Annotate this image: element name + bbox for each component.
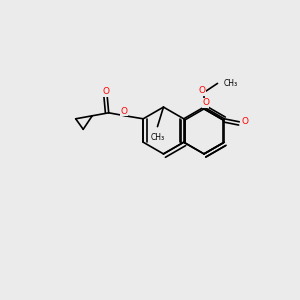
Text: CH₃: CH₃ [150, 133, 164, 142]
Text: O: O [198, 86, 205, 95]
Text: O: O [202, 98, 209, 107]
Text: O: O [120, 107, 127, 116]
Text: O: O [102, 87, 109, 96]
Text: CH₃: CH₃ [224, 79, 238, 88]
Text: O: O [242, 117, 249, 126]
